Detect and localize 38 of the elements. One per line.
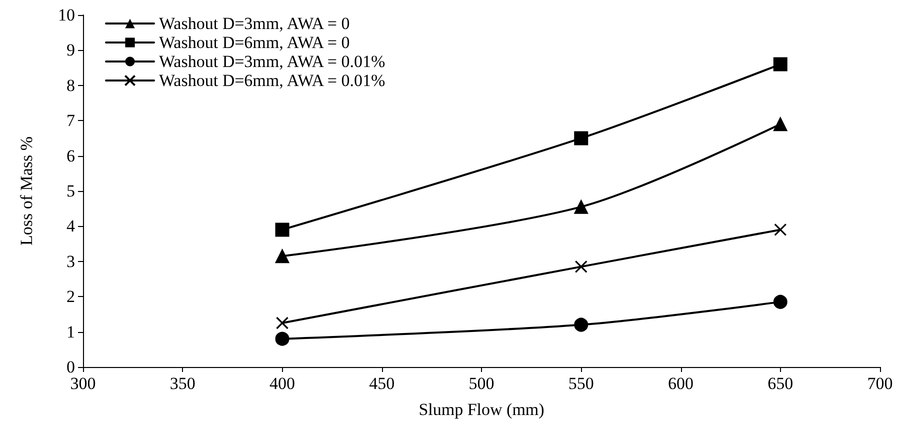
y-axis-title: Loss of Mass % xyxy=(17,136,36,246)
y-tick-label: 10 xyxy=(58,6,75,24)
point xyxy=(276,316,289,330)
point xyxy=(773,294,788,309)
x-tick-label: 350 xyxy=(170,374,196,393)
x-tick-label: 450 xyxy=(369,374,395,393)
point xyxy=(574,131,588,146)
x-tick-label: 600 xyxy=(668,374,694,393)
point xyxy=(773,57,788,72)
legend-label: Washout D=6mm, AWA = 0.01% xyxy=(159,71,386,90)
point xyxy=(773,117,788,132)
y-tick-label: 7 xyxy=(66,111,76,130)
x-tick-label: 400 xyxy=(270,374,295,393)
x-tick-label: 500 xyxy=(468,374,494,393)
x-tick-label: 300 xyxy=(70,374,96,393)
y-tick-label: 2 xyxy=(66,287,75,306)
x-axis-title: Slump Flow (mm) xyxy=(418,400,544,419)
point xyxy=(574,200,588,214)
x-tick-label: 550 xyxy=(568,374,594,393)
y-tick-label: 8 xyxy=(66,76,75,95)
legend-label: Washout D=3mm, AWA = 0 xyxy=(159,14,350,33)
y-tick-label: 5 xyxy=(66,182,75,200)
point xyxy=(275,249,290,264)
point xyxy=(275,332,290,346)
y-tick-label: 6 xyxy=(66,146,75,166)
y-tick-label: 0 xyxy=(66,358,75,376)
point xyxy=(275,222,290,237)
y-tick-label: 9 xyxy=(66,40,75,60)
point xyxy=(574,260,588,273)
y-tick-label: 3 xyxy=(66,252,75,271)
legend-label: Washout D=6mm, AWA = 0 xyxy=(159,33,350,52)
x-tick-label: 650 xyxy=(768,374,794,393)
y-tick-label: 4 xyxy=(66,216,76,236)
point xyxy=(774,223,787,236)
legend-label: Washout D=3mm, AWA = 0.01% xyxy=(159,52,386,71)
y-tick-label: 1 xyxy=(66,322,75,342)
x-tick-label: 700 xyxy=(867,374,893,393)
point xyxy=(574,318,588,332)
